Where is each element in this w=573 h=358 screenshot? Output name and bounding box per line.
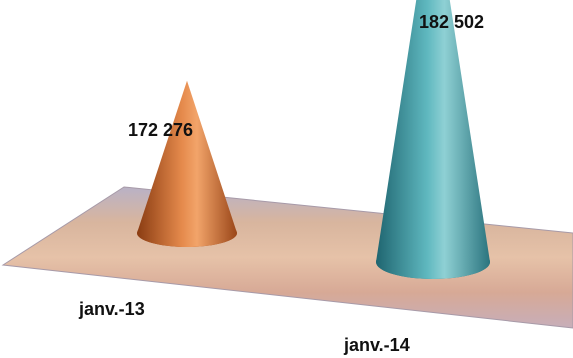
data-label-janv-14: 182 502 xyxy=(419,12,485,32)
category-label-janv-14: janv.-14 xyxy=(344,335,410,355)
cone-mark-janv.-13 xyxy=(137,80,237,247)
data-label-janv-13: 172 276 xyxy=(128,120,194,140)
category-label-janv-13: janv.-13 xyxy=(79,299,145,319)
cone-mark-janv.-14 xyxy=(376,0,490,279)
